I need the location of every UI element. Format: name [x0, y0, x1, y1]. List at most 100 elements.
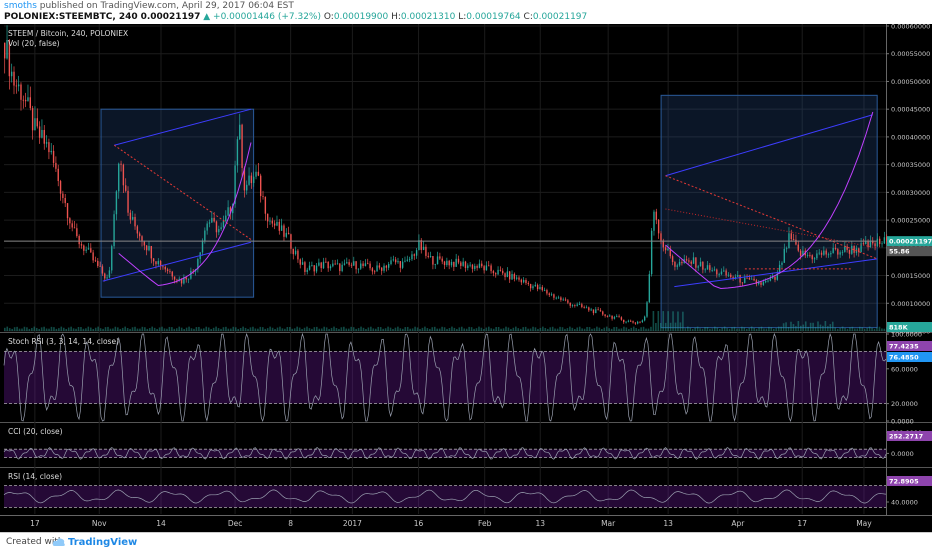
- candle-body: [753, 278, 755, 281]
- candle-body: [259, 175, 262, 197]
- author-link[interactable]: smoths: [4, 1, 37, 11]
- candle-body: [623, 319, 625, 323]
- volume-bar: [244, 327, 247, 331]
- candle-body: [571, 305, 574, 306]
- volume-bar: [682, 311, 684, 331]
- chart-area[interactable]: 17 Nov 14 Dec 8 2017 16 Feb 13 Mar 13 Apr 17 May 0.000…: [0, 23, 932, 532]
- volume-bar: [598, 327, 601, 331]
- volume-bar: [519, 328, 522, 331]
- volume-bar: [775, 328, 778, 331]
- candle-body: [346, 262, 348, 264]
- candle-body: [353, 261, 355, 266]
- candle-body: [208, 222, 211, 224]
- candle-body: [15, 85, 18, 87]
- volume-bar: [709, 328, 711, 331]
- volume-bar: [529, 328, 532, 331]
- candle-body: [490, 265, 492, 272]
- candle-body: [662, 240, 664, 248]
- candle-body: [799, 250, 802, 256]
- y-tick-label: 0.00060000: [891, 24, 930, 31]
- candle-body: [543, 290, 546, 291]
- candle-body: [569, 302, 571, 306]
- volume-bar: [861, 327, 864, 331]
- candle-body: [555, 297, 557, 299]
- volume-bar: [168, 326, 171, 331]
- volume-bar: [507, 327, 510, 331]
- volume-bar: [679, 322, 682, 331]
- volume-bar: [839, 327, 841, 331]
- candle-body: [13, 71, 15, 86]
- candle-body: [769, 278, 772, 281]
- volume-bar: [728, 328, 731, 331]
- candle-body: [674, 262, 676, 267]
- x-tick-label: 16: [414, 519, 424, 528]
- volume-bar: [741, 326, 743, 331]
- candle-body: [716, 269, 718, 275]
- candle-body: [536, 284, 539, 290]
- candle-body: [713, 269, 716, 271]
- volume-bar: [753, 327, 755, 331]
- volume-bar: [544, 327, 547, 331]
- candle-body: [378, 265, 381, 268]
- candle-body: [399, 261, 402, 268]
- volume-bar: [554, 328, 556, 331]
- candle-body: [280, 225, 283, 231]
- cci-title: CCI (20, close): [8, 427, 63, 436]
- volume-bar: [785, 322, 787, 331]
- volume-bar: [596, 326, 598, 331]
- candle-body: [711, 269, 713, 271]
- volume-bar: [92, 328, 95, 331]
- volume-bar: [419, 328, 421, 331]
- symbol-name: POLONIEX:STEEMBTC, 240: [4, 12, 138, 22]
- volume-bar: [824, 321, 827, 331]
- volume-bar: [156, 328, 158, 331]
- candle-body: [606, 315, 609, 317]
- candle-body: [774, 276, 776, 280]
- volume-bar: [257, 328, 259, 331]
- candle-body: [429, 256, 432, 257]
- candle-body: [453, 261, 455, 267]
- candle-body: [113, 214, 115, 247]
- candle-body: [488, 265, 490, 267]
- x-tick-label: 14: [156, 519, 166, 528]
- volume-bar: [347, 328, 350, 331]
- volume-bar: [35, 327, 38, 331]
- volume-bar: [45, 328, 48, 331]
- tradingview-logo[interactable]: TradingView: [52, 535, 137, 549]
- volume-bar: [792, 324, 795, 331]
- volume-badge-bg: [887, 322, 932, 332]
- candle-body: [581, 304, 583, 308]
- volume-bar: [330, 327, 333, 331]
- candle-body: [104, 273, 106, 279]
- candle-body: [485, 265, 488, 271]
- volume-bar: [812, 322, 814, 331]
- candle-body: [830, 253, 832, 255]
- candle-body: [122, 164, 125, 186]
- volume-bar: [539, 327, 542, 331]
- candle-body: [499, 269, 502, 271]
- volume-bar: [431, 327, 434, 331]
- candle-body: [306, 269, 308, 272]
- created-with-text: Created with: [6, 537, 64, 547]
- volume-bar: [696, 326, 699, 331]
- volume-bar: [261, 327, 264, 331]
- cci-badge: 252.2717: [889, 433, 923, 441]
- candle-body: [213, 217, 215, 222]
- candle-body: [283, 225, 285, 237]
- candle-body: [287, 232, 290, 235]
- chart-svg[interactable]: 17 Nov 14 Dec 8 2017 16 Feb 13 Mar 13 Apr 17 May 0.000…: [0, 23, 932, 532]
- candle-body: [24, 99, 27, 102]
- candle-body: [827, 254, 830, 256]
- candle-body: [257, 171, 260, 176]
- volume-bar: [40, 327, 43, 331]
- candle-body: [546, 290, 548, 294]
- candle-body: [336, 263, 339, 265]
- volume-bar: [441, 326, 443, 331]
- candle-body: [469, 264, 471, 266]
- volume-bar: [512, 327, 515, 331]
- candle-body: [187, 278, 190, 280]
- volume-bar: [210, 328, 212, 331]
- volume-bar: [502, 328, 505, 331]
- volume-bar: [768, 326, 770, 331]
- volume-bar: [70, 326, 72, 331]
